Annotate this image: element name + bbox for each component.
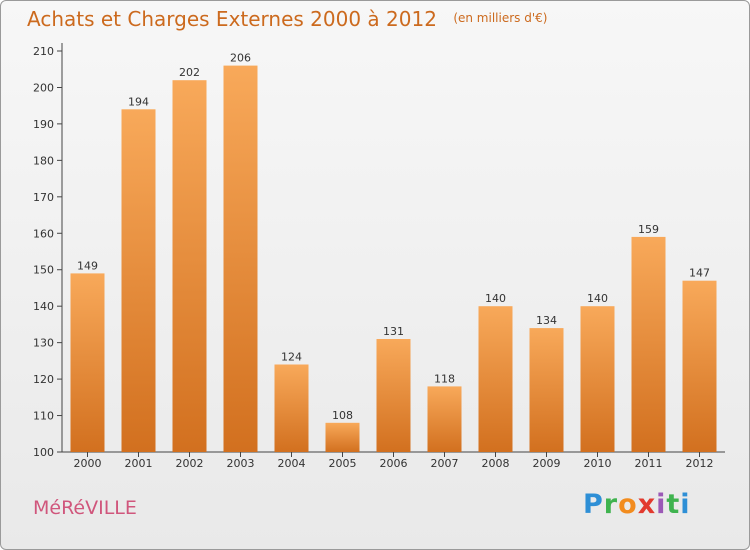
y-tick-label: 120 — [33, 373, 54, 386]
logo-letter: r — [603, 489, 619, 520]
bar-2007 — [427, 386, 462, 452]
proxiti-logo: Proxiti — [583, 489, 691, 520]
x-tick-label: 2011 — [635, 457, 663, 470]
logo-letter: o — [618, 489, 638, 520]
bar-2010 — [580, 306, 615, 452]
y-tick-label: 100 — [33, 446, 54, 459]
x-tick-label: 2007 — [431, 457, 459, 470]
bar-2001 — [121, 109, 156, 453]
x-tick-label: 2005 — [329, 457, 357, 470]
bar-value-label: 159 — [638, 223, 659, 236]
logo-letter: t — [666, 489, 681, 520]
logo-letter: i — [680, 489, 691, 520]
y-tick-label: 160 — [33, 227, 54, 240]
logo-letter: P — [583, 489, 604, 520]
y-tick-label: 200 — [33, 81, 54, 94]
bar-value-label: 206 — [230, 52, 251, 65]
y-tick-label: 180 — [33, 154, 54, 167]
bar-2004 — [274, 364, 309, 452]
bar-2005 — [325, 422, 360, 452]
bar-value-label: 147 — [689, 267, 710, 280]
chart-labels: 2000 149 2001 194 2002 202 2003 206 2004 124 2005 1… — [74, 52, 714, 470]
x-tick-label: 2006 — [380, 457, 408, 470]
bar-value-label: 149 — [77, 259, 98, 272]
bar-2008 — [478, 306, 513, 452]
x-tick-label: 2008 — [482, 457, 510, 470]
x-tick-label: 2003 — [227, 457, 255, 470]
x-tick-label: 2009 — [533, 457, 561, 470]
bar-value-label: 140 — [587, 292, 608, 305]
y-tick-label: 150 — [33, 264, 54, 277]
y-tick-label: 210 — [33, 45, 54, 58]
chart-title: Achats et Charges Externes 2000 à 2012 (… — [27, 7, 547, 35]
y-tick-label: 130 — [33, 337, 54, 350]
bar-value-label: 131 — [383, 325, 404, 338]
bar-value-label: 118 — [434, 372, 455, 385]
bar-2011 — [631, 236, 666, 452]
chart-axes: 100 110 120 130 140 150 160 170 180 190 200 210 — [33, 43, 725, 459]
x-tick-label: 2002 — [176, 457, 204, 470]
bar-2006 — [376, 339, 411, 452]
y-tick-label: 170 — [33, 191, 54, 204]
y-tick-label: 190 — [33, 118, 54, 131]
bar-value-label: 108 — [332, 409, 353, 422]
y-tick-label: 140 — [33, 300, 54, 313]
chart-bars — [70, 65, 717, 453]
chart-unit: (en milliers d'€) — [453, 11, 548, 25]
bar-2009 — [529, 328, 564, 452]
bar-2002 — [172, 80, 207, 452]
bar-value-label: 134 — [536, 314, 557, 327]
bar-2000 — [70, 273, 105, 452]
bar-value-label: 194 — [128, 95, 149, 108]
bar-value-label: 202 — [179, 66, 200, 79]
chart-title-text: Achats et Charges Externes 2000 à 2012 — [27, 7, 437, 31]
bar-value-label: 124 — [281, 351, 302, 364]
x-tick-label: 2000 — [74, 457, 102, 470]
x-tick-label: 2004 — [278, 457, 306, 470]
x-tick-label: 2010 — [584, 457, 612, 470]
bar-2003 — [223, 65, 258, 452]
x-tick-label: 2012 — [686, 457, 714, 470]
logo-letter: i — [656, 489, 667, 520]
y-tick-label: 110 — [33, 410, 54, 423]
x-tick-label: 2001 — [125, 457, 153, 470]
bar-value-label: 140 — [485, 292, 506, 305]
bar-2012 — [682, 280, 717, 452]
town-name: MéRéVILLE — [33, 497, 137, 519]
logo-letter: x — [637, 489, 657, 520]
